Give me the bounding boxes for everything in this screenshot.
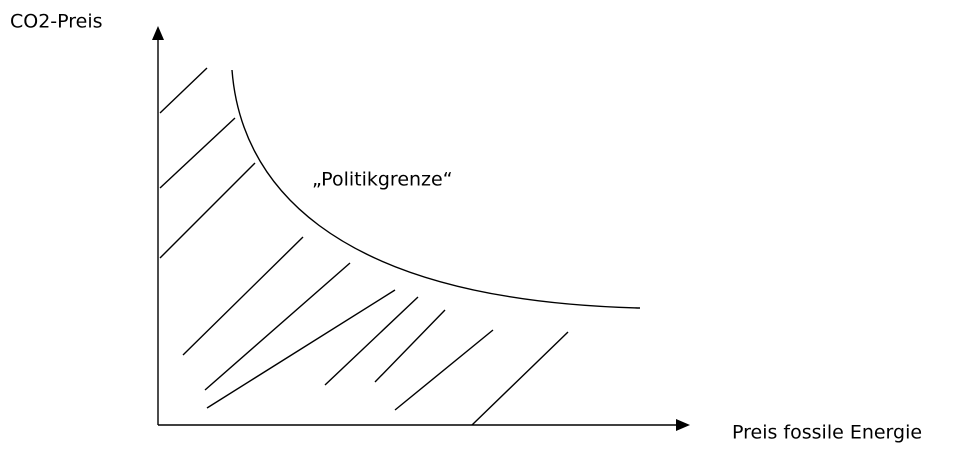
x-axis-label: Preis fossile Energie [732, 422, 922, 444]
hatch-line [206, 289, 396, 409]
hatch-line [394, 329, 494, 411]
hatch-line [471, 331, 569, 426]
y-axis-arrow [152, 26, 164, 40]
hatch-line [159, 67, 208, 114]
x-axis-arrow [676, 419, 690, 431]
policy-curve [231, 69, 641, 309]
hatch-line [159, 162, 256, 259]
hatching [159, 67, 569, 426]
curve-label: „Politikgrenze“ [312, 169, 453, 191]
hatch-line [204, 262, 351, 391]
hatch-line [182, 236, 304, 356]
hatch-line [324, 296, 419, 386]
hatch-line [374, 309, 446, 383]
hatch-line [159, 117, 236, 189]
y-axis-label: CO2-Preis [10, 11, 103, 33]
